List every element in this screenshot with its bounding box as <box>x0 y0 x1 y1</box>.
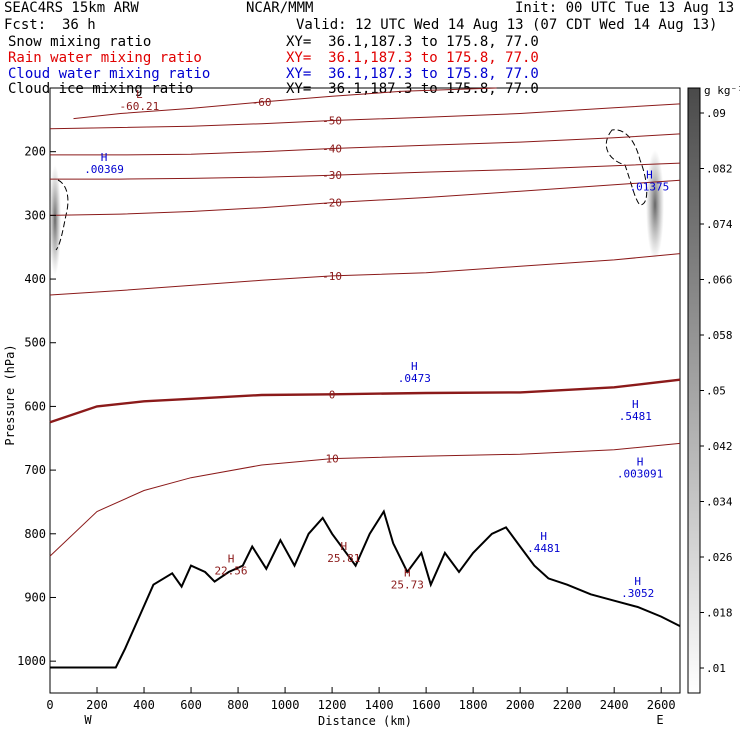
y-tick-label: 500 <box>24 336 46 350</box>
field-snow-xy: XY= 36.1,187.3 to 175.8, 77.0 <box>286 34 539 50</box>
extremum-marker: H <box>634 575 641 588</box>
colorbar-tick-label: .058 <box>706 329 733 342</box>
contour-label: 0 <box>329 388 336 401</box>
y-axis-title: Pressure (hPa) <box>3 344 17 445</box>
ice-shading-west <box>49 165 61 275</box>
field-cloudice-name: Cloud ice mixing ratio <box>8 81 194 97</box>
temperature-contour <box>49 179 681 216</box>
extremum-value: 25.73 <box>391 579 424 592</box>
terrain-line <box>50 509 681 669</box>
extremum-value: .4481 <box>527 542 560 555</box>
field-cloudwater-xy: XY= 36.1,187.3 to 175.8, 77.0 <box>286 66 539 82</box>
extremum-value: .00369 <box>84 163 124 176</box>
fcst-value: 36 h <box>62 17 96 33</box>
temperature-contour <box>49 253 681 296</box>
temperature-contour <box>49 378 681 424</box>
y-tick-label: 400 <box>24 272 46 286</box>
x-tick-label: 2400 <box>600 698 629 712</box>
model-title: SEAC4RS 15km ARW <box>4 0 139 16</box>
x-tick-label: 1600 <box>412 698 441 712</box>
y-tick-label: 800 <box>24 527 46 541</box>
extremum-marker: H <box>646 169 653 182</box>
colorbar-tick-label: .018 <box>706 607 733 620</box>
init-time: Init: 00 UTC Tue 13 Aug 13 <box>515 0 735 16</box>
field-cloudwater-name: Cloud water mixing ratio <box>8 66 211 82</box>
extremum-value: .0473 <box>398 372 431 385</box>
colorbar-tick-label: .082 <box>706 163 733 176</box>
x-tick-label: 400 <box>133 698 155 712</box>
x-axis-title: Distance (km) <box>318 714 412 728</box>
ice-shading-east <box>646 150 664 260</box>
extremum-marker: H <box>540 530 547 543</box>
x-tick-label: 1000 <box>271 698 300 712</box>
extremum-value: 25.81 <box>327 552 360 565</box>
colorbar-unit: g kg⁻¹ <box>704 84 740 97</box>
x-tick-label: 2200 <box>553 698 582 712</box>
plot-frame <box>49 87 681 694</box>
temperature-contour <box>50 162 681 180</box>
field-snow-name: Snow mixing ratio <box>8 34 152 50</box>
contour-label: -10 <box>322 270 342 283</box>
extremum-marker: H <box>632 398 639 411</box>
x-tick-label: 200 <box>86 698 108 712</box>
valid-time: Valid: 12 UTC Wed 14 Aug 13 (07 CDT Wed … <box>296 17 718 33</box>
field-rain-name: Rain water mixing ratio <box>8 50 202 66</box>
contour-label: 10 <box>325 453 338 466</box>
temperature-contour <box>49 103 681 130</box>
x-tick-label: 600 <box>180 698 202 712</box>
field-cloudice-xy: XY= 36.1,187.3 to 175.8, 77.0 <box>286 81 539 97</box>
extremum-value: 22.56 <box>214 565 247 578</box>
field-rain-xy: XY= 36.1,187.3 to 175.8, 77.0 <box>286 50 539 66</box>
x-end-label-east: E <box>656 713 663 727</box>
contour-label: -60 <box>252 96 272 109</box>
colorbar <box>687 87 701 694</box>
colorbar-tick-label: .026 <box>706 551 733 564</box>
extremum-value: .01375 <box>630 181 670 194</box>
x-tick-label: 0 <box>46 698 53 712</box>
x-tick-label: 800 <box>227 698 249 712</box>
temperature-contour <box>73 87 497 120</box>
contour-label: -50 <box>322 114 342 127</box>
y-tick-label: 600 <box>24 399 46 413</box>
ice-contour-east <box>605 129 648 206</box>
extremum-marker: H <box>637 455 644 468</box>
x-tick-label: 1800 <box>459 698 488 712</box>
y-tick-label: 1000 <box>17 654 46 668</box>
extremum-marker: H <box>101 151 108 164</box>
y-tick-label: 700 <box>24 463 46 477</box>
extremum-marker: L <box>136 88 143 101</box>
extremum-value: -60.21 <box>119 100 159 113</box>
colorbar-tick-label: .05 <box>706 385 726 398</box>
colorbar-tick-label: .042 <box>706 440 733 453</box>
extremum-marker: H <box>341 540 348 553</box>
y-tick-label: 300 <box>24 208 46 222</box>
extremum-marker: H <box>411 360 418 373</box>
contour-label: -20 <box>322 197 342 210</box>
x-tick-label: 2000 <box>506 698 535 712</box>
fcst-label: Fcst: <box>4 17 47 33</box>
temperature-contour <box>50 133 681 156</box>
extremum-value: .003091 <box>617 467 663 480</box>
colorbar-tick-label: .09 <box>706 107 726 120</box>
colorbar-tick-label: .01 <box>706 662 726 675</box>
colorbar-tick-label: .066 <box>706 274 733 287</box>
x-tick-label: 1400 <box>365 698 394 712</box>
org-label: NCAR/MMM <box>246 0 314 16</box>
extremum-marker: H <box>404 567 411 580</box>
temperature-contour <box>49 442 681 557</box>
x-end-label-west: W <box>84 713 92 727</box>
x-tick-label: 2600 <box>647 698 676 712</box>
x-tick-label: 1200 <box>318 698 347 712</box>
contour-label: -40 <box>322 143 342 156</box>
colorbar-tick-label: .074 <box>706 218 733 231</box>
y-tick-label: 200 <box>24 145 46 159</box>
extremum-value: .5481 <box>619 410 652 423</box>
contour-label: -30 <box>322 169 342 182</box>
extremum-value: .3052 <box>621 587 654 600</box>
y-tick-label: 900 <box>24 590 46 604</box>
colorbar-tick-label: .034 <box>706 496 733 509</box>
extremum-marker: H <box>228 553 235 566</box>
